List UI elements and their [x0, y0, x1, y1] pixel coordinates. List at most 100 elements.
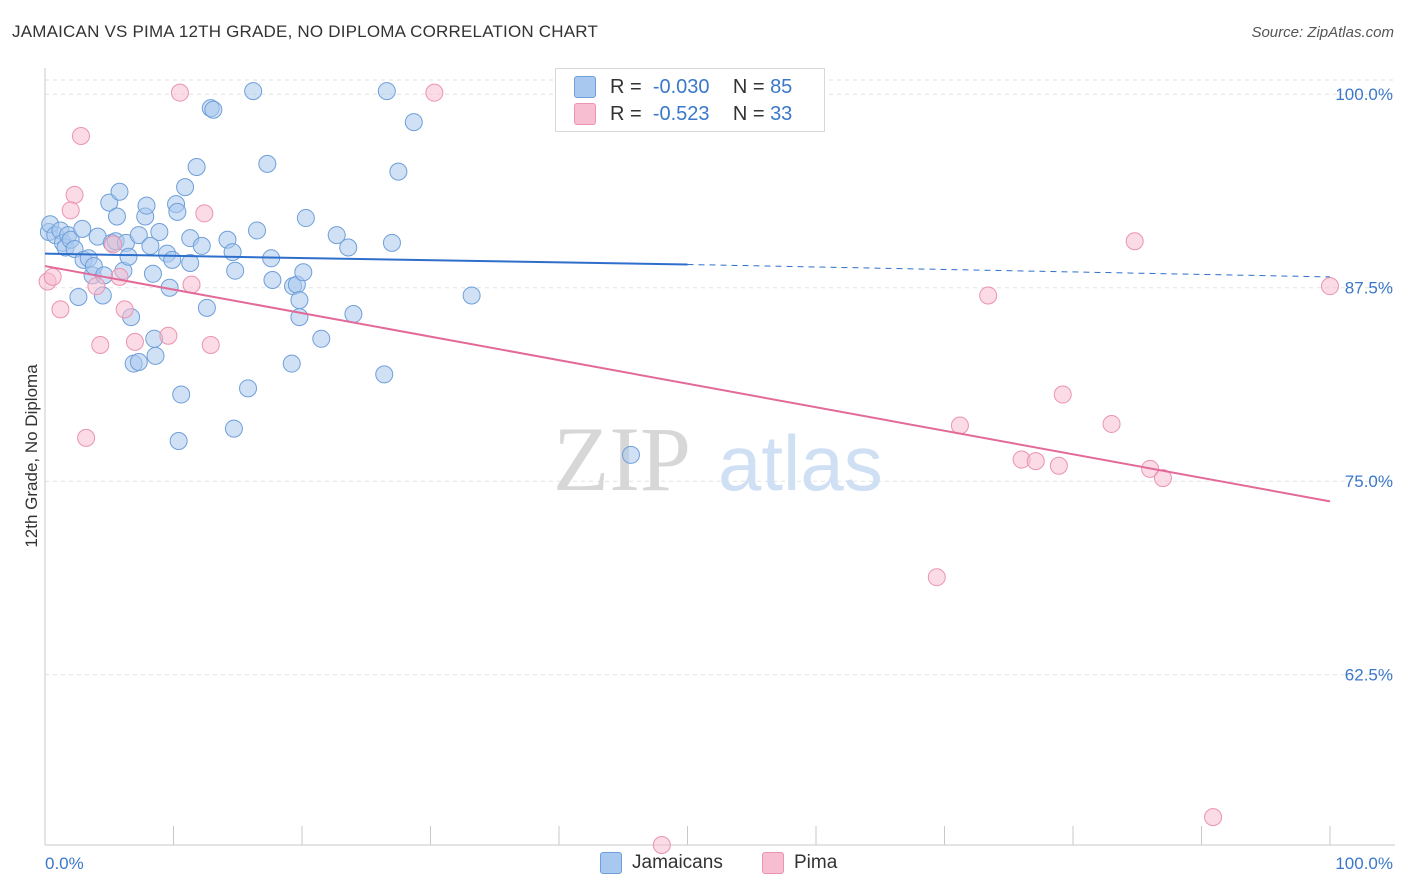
jamaicans-point: [169, 431, 188, 450]
x-tick-label-max: 100.0%: [1335, 854, 1393, 873]
jamaicans-point: [187, 157, 206, 176]
jamaicans-point: [377, 82, 396, 101]
jamaicans-point: [197, 298, 216, 317]
pima-point: [652, 836, 671, 854]
jamaicans-point: [224, 419, 243, 438]
pima-swatch: [574, 103, 596, 125]
jamaicans-point: [163, 250, 182, 269]
jamaicans-point: [294, 263, 313, 282]
jamaicans-swatch: [574, 76, 596, 98]
pima-point: [425, 83, 444, 102]
grid: [45, 79, 1395, 676]
pima-point: [1321, 277, 1339, 296]
jamaicans-point: [404, 113, 423, 132]
r-label: R =: [610, 102, 642, 125]
stats-legend: R = -0.030 N = 85 R = -0.523 N = 33: [555, 68, 825, 132]
pima-point: [159, 326, 178, 345]
pima-point: [71, 127, 90, 146]
n-label: N =: [732, 75, 765, 98]
n-value: 33: [770, 102, 793, 125]
legend-row-pima: R = -0.523 N = 33: [574, 102, 792, 126]
r-label: R =: [610, 75, 642, 98]
jamaicans-point: [462, 286, 481, 305]
jamaicans-point: [119, 247, 138, 266]
pima-point: [1102, 414, 1121, 433]
jamaicans-point: [176, 178, 195, 197]
jamaicans-point: [339, 238, 358, 257]
jamaicans-point: [143, 264, 162, 283]
jamaicans-point: [168, 202, 187, 221]
jamaicans-trend-extension: [687, 264, 1331, 278]
pima-point: [1049, 456, 1068, 475]
pima-point: [115, 300, 134, 319]
pima-point: [65, 185, 84, 204]
pima-point: [1053, 385, 1072, 404]
pima-point: [1026, 452, 1045, 471]
jamaicans-point: [296, 209, 315, 228]
watermark: ZIP atlas: [553, 408, 883, 510]
pima-point: [91, 335, 110, 354]
y-tick-label: 75.0%: [1345, 472, 1393, 491]
jamaicans-point: [327, 226, 346, 245]
jamaicans-point: [223, 243, 242, 262]
jamaicans-point: [244, 82, 263, 101]
pima-point: [87, 277, 106, 296]
pima-point: [1125, 232, 1144, 251]
jamaicans-point: [263, 270, 282, 289]
jamaicans-point: [239, 379, 258, 398]
pima-trend-line: [44, 265, 1331, 503]
pima-point: [182, 275, 201, 294]
jamaicans-legend-swatch: [600, 852, 622, 874]
jamaicans-trend-line: [44, 252, 688, 266]
jamaicans-point: [146, 346, 165, 365]
pima-point: [77, 428, 96, 447]
n-value: 85: [770, 75, 793, 98]
pima-point: [195, 204, 214, 223]
jamaicans-point: [172, 385, 191, 404]
pima-point: [1153, 469, 1172, 488]
pima-point: [170, 83, 189, 102]
y-tick-label: 62.5%: [1345, 666, 1393, 685]
legend-row-jamaicans: R = -0.030 N = 85: [574, 75, 792, 99]
legend-item-pima: Pima: [762, 852, 837, 874]
jamaicans-point: [110, 182, 129, 201]
pima-point: [950, 416, 969, 435]
chart-title: JAMAICAN VS PIMA 12TH GRADE, NO DIPLOMA …: [12, 22, 599, 41]
jamaicans-point: [69, 288, 88, 307]
trend-lines: [44, 252, 1331, 503]
r-value: -0.030: [652, 75, 710, 98]
jamaicans-point: [258, 154, 277, 173]
n-label: N =: [732, 102, 765, 125]
watermark-atlas: atlas: [718, 419, 883, 507]
jamaicans-point: [204, 100, 223, 119]
pima-point: [927, 568, 946, 587]
jamaicans-point: [226, 261, 245, 280]
jamaicans-point: [375, 365, 394, 384]
pima-point: [110, 267, 129, 286]
data-points: [38, 82, 1339, 854]
jamaicans-point: [389, 162, 408, 181]
jamaicans-point: [621, 445, 640, 464]
pima-point: [125, 332, 144, 351]
jamaicans-point: [192, 236, 211, 255]
y-tick-label: 100.0%: [1335, 85, 1393, 104]
jamaicans-point: [282, 354, 301, 373]
jamaicans-point: [137, 196, 156, 215]
jamaicans-point: [150, 222, 169, 241]
jamaicans-point: [290, 291, 309, 310]
pima-point: [61, 201, 80, 220]
jamaicans-point: [382, 233, 401, 252]
jamaicans-point: [344, 305, 363, 324]
pima-point: [51, 300, 70, 319]
pima-point: [1204, 808, 1223, 827]
jamaicans-point: [129, 226, 148, 245]
y-tick-label: 87.5%: [1345, 279, 1393, 298]
jamaicans-point: [141, 236, 160, 255]
axes: [44, 68, 1395, 846]
legend-item-jamaicans: Jamaicans: [600, 852, 723, 874]
jamaicans-point: [312, 329, 331, 348]
pima-legend-swatch: [762, 852, 784, 874]
source-label: Source: ZipAtlas.com: [1251, 24, 1394, 41]
jamaicans-point: [107, 207, 126, 226]
